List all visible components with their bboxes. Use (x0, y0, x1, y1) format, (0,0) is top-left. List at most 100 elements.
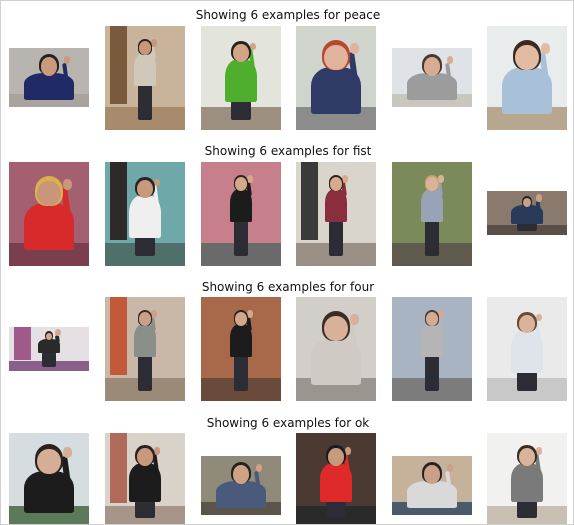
hand-gesture (151, 309, 158, 318)
example-image (105, 26, 185, 130)
person-torso (324, 188, 348, 222)
person-torso (133, 52, 157, 86)
example-image (487, 433, 567, 524)
example-image (105, 433, 185, 524)
hand-gesture (154, 447, 161, 455)
door (109, 162, 128, 240)
person-head (138, 41, 152, 55)
person-torso (229, 323, 253, 357)
person-torso (229, 188, 253, 222)
hand-gesture (438, 174, 445, 183)
person-head (37, 180, 61, 207)
person-torso (420, 323, 444, 357)
door (109, 433, 128, 503)
person-legs (42, 351, 56, 367)
example-image (201, 456, 281, 515)
example-image (201, 26, 281, 130)
example-image (487, 297, 567, 401)
hand-gesture (446, 55, 454, 64)
person-head (233, 43, 249, 62)
example-image (296, 26, 376, 130)
person-head (45, 332, 53, 341)
person-head (137, 448, 153, 466)
person-torso (511, 205, 543, 224)
person-legs (517, 501, 537, 518)
example-image (105, 162, 185, 266)
example-image (201, 297, 281, 401)
door (109, 26, 128, 104)
person-head (37, 448, 61, 475)
example-image (296, 162, 376, 266)
person-legs (234, 220, 248, 257)
door (300, 162, 319, 240)
example-image (201, 162, 281, 266)
person-head (519, 314, 535, 333)
person-legs (138, 84, 152, 121)
person-head (137, 179, 153, 198)
person-head (425, 312, 439, 326)
person-head (515, 44, 539, 71)
person-legs (326, 501, 346, 518)
hand-gesture (154, 178, 161, 187)
example-image (9, 327, 89, 371)
person-legs (329, 220, 343, 257)
section-title-four: Showing 6 examples for four (201, 280, 375, 294)
example-image (9, 48, 89, 107)
person-head (324, 315, 348, 342)
example-image (392, 162, 472, 266)
hand-gesture (350, 43, 360, 55)
hand-gesture (438, 309, 445, 318)
example-image (296, 433, 376, 524)
person-legs (425, 355, 439, 392)
example-image (9, 433, 89, 524)
person-head (40, 56, 58, 76)
person-head (423, 56, 441, 76)
section-title-peace: Showing 6 examples for peace (195, 8, 381, 22)
hand-gesture (250, 42, 257, 51)
example-image (392, 456, 472, 515)
hand-gesture (345, 447, 352, 455)
hand-gesture (342, 174, 349, 183)
hand-gesture (536, 313, 543, 322)
person-head (423, 464, 441, 484)
person-legs (425, 220, 439, 257)
hand-gesture (536, 447, 543, 455)
hand-gesture (247, 309, 254, 318)
person-head (328, 448, 344, 466)
hand-gesture (63, 55, 71, 64)
person-head (329, 177, 343, 191)
hand-gesture (63, 179, 73, 191)
hand-gesture (55, 328, 62, 337)
example-image (487, 191, 567, 235)
section-title-fist: Showing 6 examples for fist (204, 144, 372, 158)
hand-gesture (255, 463, 263, 472)
person-head (138, 312, 152, 326)
example-image (487, 26, 567, 130)
hand-gesture (446, 463, 454, 472)
person-torso (420, 188, 444, 222)
example-image (296, 297, 376, 401)
person-legs (517, 222, 537, 231)
hand-gesture (536, 194, 543, 202)
example-image (9, 162, 89, 266)
person-legs (517, 372, 537, 392)
person-legs (138, 355, 152, 392)
hand-gesture (63, 447, 73, 459)
section-title-ok: Showing 6 examples for ok (206, 416, 370, 430)
hand-gesture (350, 314, 360, 326)
door (109, 297, 128, 375)
hand-gesture (151, 38, 158, 47)
person-legs (135, 237, 155, 257)
person-torso (37, 338, 61, 353)
door (13, 327, 32, 360)
person-legs (234, 355, 248, 392)
example-image (105, 297, 185, 401)
person-head (519, 448, 535, 466)
hand-gesture (541, 43, 551, 55)
hand-gesture (247, 174, 254, 183)
person-legs (231, 101, 251, 121)
person-head (232, 464, 250, 484)
person-head (425, 177, 439, 191)
example-image (392, 48, 472, 107)
